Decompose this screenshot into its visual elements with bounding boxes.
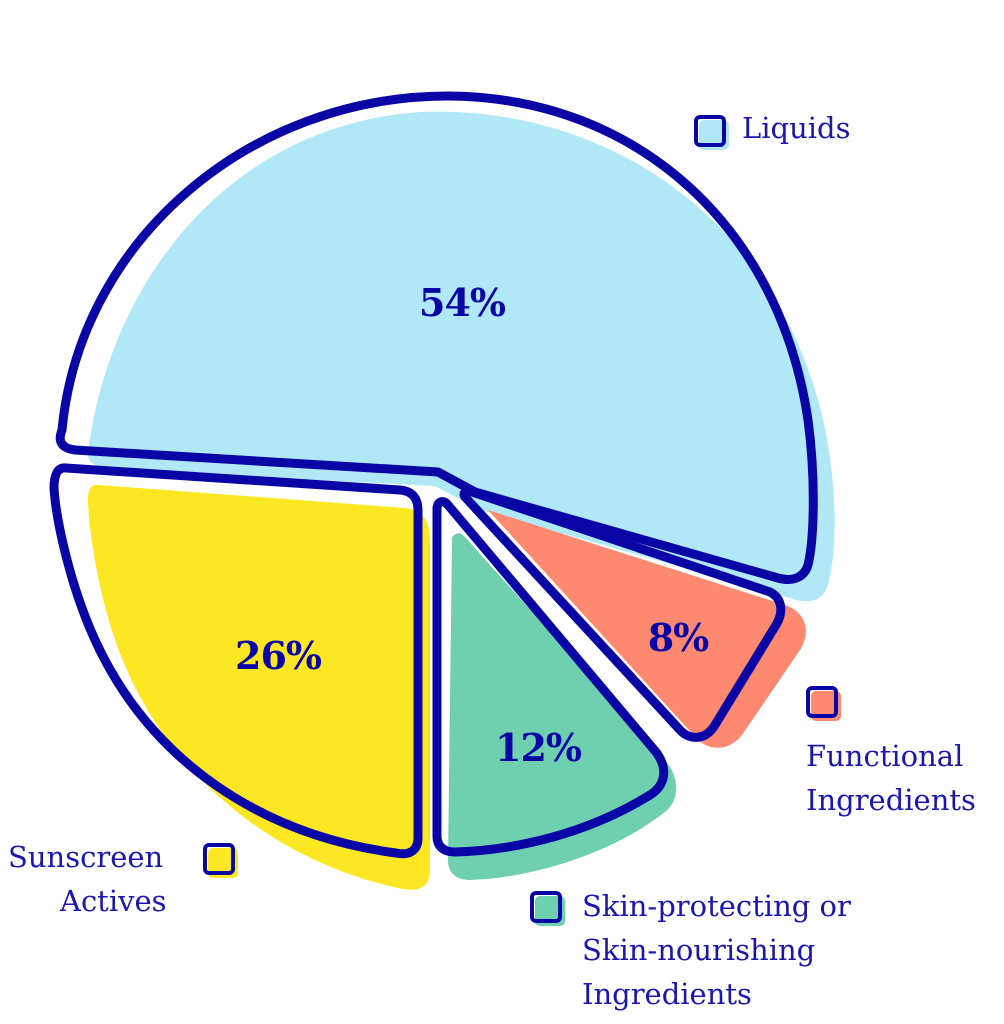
- slice-sunscreen-value: 26%: [235, 633, 322, 678]
- slice-liquids-value: 54%: [419, 280, 506, 325]
- slice-liquids-outline: [55, 91, 818, 584]
- slice-sunscreen-outline: [49, 463, 423, 859]
- legend-swatch-functional: [806, 686, 841, 721]
- legend-label-sunscreen-2: Actives: [60, 884, 167, 918]
- slice-liquids-fill: [87, 111, 835, 602]
- legend-label-functional-2: Ingredients: [806, 783, 976, 817]
- legend-label-liquids: Liquids: [742, 111, 851, 145]
- slice-functional-value: 8%: [648, 615, 709, 660]
- legend-label-skin-1: Skin-protecting or: [582, 889, 851, 923]
- slice-sunscreen: 26%: [49, 463, 430, 890]
- legend-label-functional-1: Functional: [806, 739, 964, 773]
- slice-skin-fill: [448, 533, 677, 880]
- legend-swatch-sunscreen: [203, 843, 238, 878]
- legend-label-skin-2: Skin-nourishing: [582, 933, 816, 967]
- slice-skin: 12%: [432, 497, 677, 880]
- legend-swatch-liquids: [694, 115, 729, 150]
- slice-functional-outline: [459, 486, 786, 742]
- legend-label-sunscreen-1: Sunscreen: [8, 840, 164, 874]
- legend-sunscreen: Sunscreen Actives: [8, 835, 238, 923]
- slice-functional: 8%: [459, 486, 806, 748]
- legend-swatch-skin: [530, 891, 565, 926]
- slice-liquids: 54%: [55, 91, 835, 602]
- slice-functional-fill: [488, 510, 806, 748]
- legend-label-skin-3: Ingredients: [582, 977, 752, 1011]
- slice-skin-outline: [432, 497, 669, 857]
- legend-liquids: Liquids: [694, 106, 851, 150]
- slice-sunscreen-fill: [88, 484, 430, 890]
- slice-skin-value: 12%: [495, 725, 582, 770]
